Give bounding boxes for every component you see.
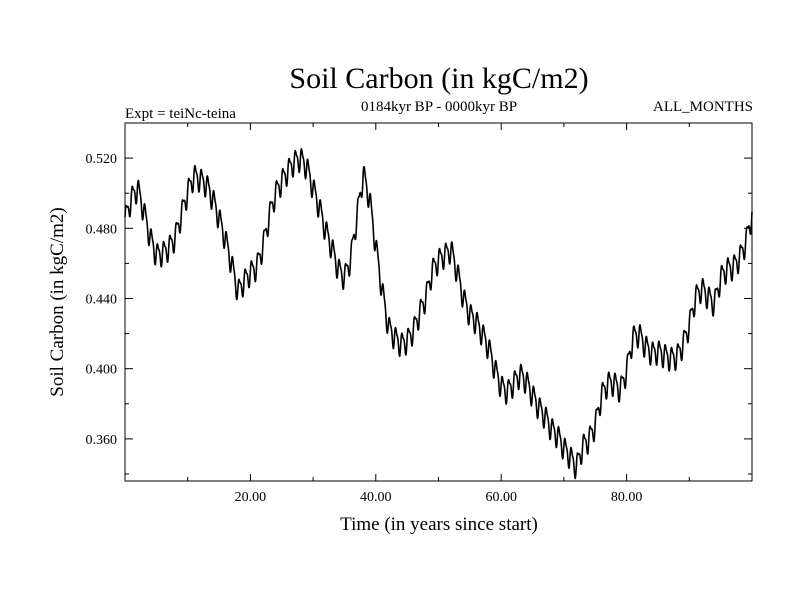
x-axis-ticks: 20.00 40.00 60.00 80.00 xyxy=(187,123,690,505)
y-axis-label: Soil Carbon (in kgC/m2) xyxy=(47,207,68,396)
x-tick-label: 60.00 xyxy=(485,490,517,505)
y-axis-ticks: 0.360 0.400 0.440 0.480 0.520 xyxy=(86,152,752,475)
chart-title: Soil Carbon (in kgC/m2) xyxy=(289,62,588,95)
x-tick-label: 40.00 xyxy=(360,490,392,505)
series-line-soil-carbon xyxy=(124,148,753,480)
y-tick-label: 0.520 xyxy=(86,152,118,167)
x-tick-label: 80.00 xyxy=(611,490,643,505)
y-tick-label: 0.360 xyxy=(86,433,118,448)
x-axis-label: Time (in years since start) xyxy=(340,514,538,535)
plot-frame xyxy=(124,122,753,482)
y-tick-label: 0.480 xyxy=(86,222,118,237)
x-tick-label: 20.00 xyxy=(235,490,267,505)
months-label: ALL_MONTHS xyxy=(653,99,753,115)
chart-subtitle: 0184kyr BP - 0000kyr BP xyxy=(361,99,517,115)
y-tick-label: 0.400 xyxy=(86,363,118,378)
y-tick-label: 0.440 xyxy=(86,292,118,307)
experiment-label: Expt = teiNc-teina xyxy=(125,106,236,122)
